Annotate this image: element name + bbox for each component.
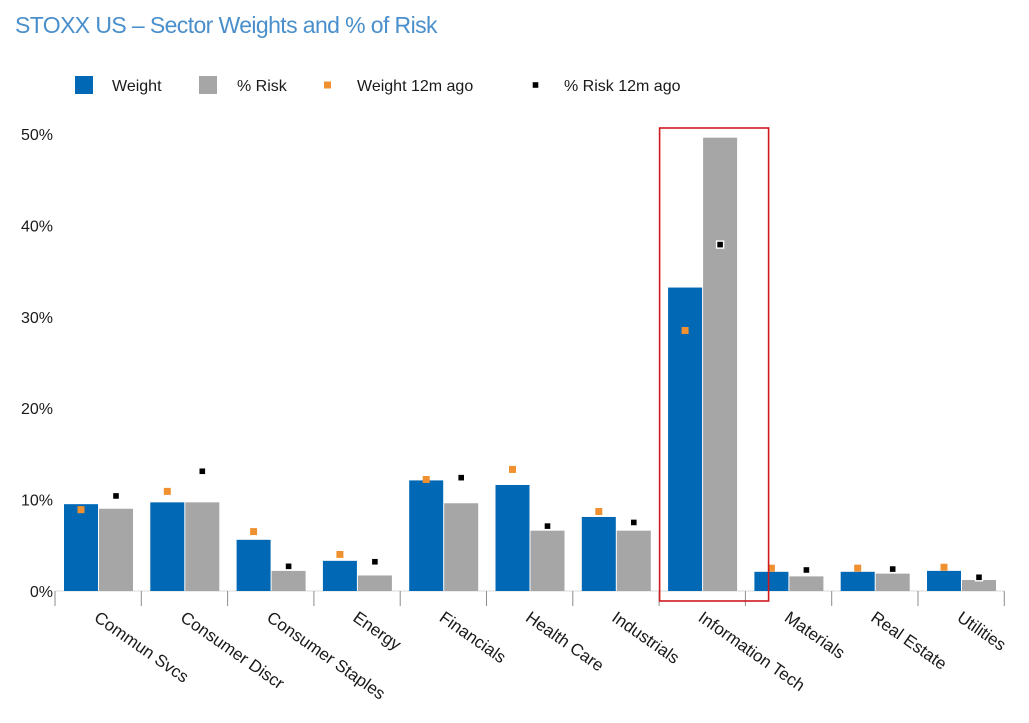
marker-weight-12m-ago-utilities xyxy=(940,563,948,571)
highlight-layer xyxy=(658,127,770,602)
category-label-financials: Financials xyxy=(436,608,510,667)
bar-risk-information-tech xyxy=(703,137,738,591)
marker-risk-12m-ago-materials xyxy=(802,565,811,575)
marker-weight-12m-ago-energy xyxy=(336,550,344,558)
legend-label-weight: Weight xyxy=(112,78,162,95)
marker-risk-12m-ago-information-tech xyxy=(715,240,725,249)
category-label-industrials: Industrials xyxy=(609,608,683,668)
bar-risk-industrials xyxy=(616,530,651,591)
marker-weight-12m-ago-consumer-discr xyxy=(163,487,171,495)
bar-weight-industrials xyxy=(581,516,616,591)
marker-risk-12m-ago-industrials xyxy=(629,518,638,527)
y-tick-label: 10% xyxy=(21,493,53,510)
bar-weight-financials xyxy=(409,480,444,591)
bar-risk-energy xyxy=(357,575,392,591)
bar-weight-health-care xyxy=(495,484,530,591)
marker-weight-12m-ago-industrials xyxy=(595,507,603,515)
marker-weight-12m-ago-health-care xyxy=(509,465,516,473)
marker-weight-12m-ago-consumer-staples xyxy=(250,528,258,536)
marker-weight-12m-ago-information-tech xyxy=(681,327,689,335)
bar-risk-financials xyxy=(444,503,479,591)
category-label-health-care: Health Care xyxy=(522,608,607,676)
chart-title: STOXX US – Sector Weights and % of Risk xyxy=(15,12,437,38)
legend-label-weight-12m-ago: Weight 12m ago xyxy=(357,78,473,95)
markers xyxy=(77,240,984,582)
category-label-energy: Energy xyxy=(350,608,405,655)
legend-swatch-weight xyxy=(75,76,93,94)
y-tick-label: 30% xyxy=(21,310,53,327)
category-label-utilities: Utilities xyxy=(954,608,1010,655)
legend-label-risk: % Risk xyxy=(237,78,288,95)
y-tick-label: 50% xyxy=(21,127,53,144)
bar-weight-real-estate xyxy=(840,571,875,591)
bar-risk-consumer-discr xyxy=(185,502,220,591)
bar-weight-information-tech xyxy=(668,287,703,591)
bar-weight-consumer-staples xyxy=(236,539,271,591)
highlight-box xyxy=(658,127,770,602)
marker-risk-12m-ago-consumer-staples xyxy=(284,562,293,571)
legend: Weight % Risk Weight 12m ago % Risk 12m ago xyxy=(75,76,681,95)
marker-risk-12m-ago-health-care xyxy=(543,521,552,531)
bar-risk-commun-svcs xyxy=(99,508,133,591)
bar-weight-utilities xyxy=(927,570,961,591)
bar-weight-consumer-discr xyxy=(150,502,185,591)
marker-weight-12m-ago-real-estate xyxy=(854,564,862,572)
category-label-commun-svcs: Commun Svcs xyxy=(91,608,192,687)
marker-risk-12m-ago-commun-svcs xyxy=(111,491,121,501)
marker-risk-12m-ago-financials xyxy=(457,473,466,482)
y-tick-label: 40% xyxy=(21,218,53,235)
bar-risk-utilities xyxy=(962,580,996,591)
y-tick-label: 20% xyxy=(21,401,53,418)
bar-weight-commun-svcs xyxy=(64,504,98,591)
legend-label-risk-12m-ago: % Risk 12m ago xyxy=(564,78,681,95)
marker-weight-12m-ago-financials xyxy=(422,475,430,483)
marker-risk-12m-ago-energy xyxy=(370,557,380,566)
category-label-real-estate: Real Estate xyxy=(867,608,950,674)
bar-risk-materials xyxy=(789,576,824,591)
marker-weight-12m-ago-materials xyxy=(767,564,775,572)
marker-risk-12m-ago-utilities xyxy=(974,573,984,582)
bar-weight-energy xyxy=(322,560,357,591)
marker-risk-12m-ago-consumer-discr xyxy=(198,467,207,476)
y-axis: 0% 10% 20% 30% 40% 50% xyxy=(21,127,53,601)
bar-risk-health-care xyxy=(530,530,565,591)
category-label-materials: Materials xyxy=(781,608,848,663)
bar-risk-consumer-staples xyxy=(271,570,306,591)
legend-swatch-weight-12m-ago xyxy=(324,81,331,89)
bar-risk-real-estate xyxy=(875,573,910,591)
bar-weight-materials xyxy=(754,571,789,591)
marker-risk-12m-ago-real-estate xyxy=(888,564,897,574)
marker-weight-12m-ago-commun-svcs xyxy=(77,506,85,514)
bars xyxy=(64,137,996,591)
y-tick-label: 0% xyxy=(30,584,53,601)
legend-swatch-risk xyxy=(199,76,217,94)
legend-swatch-risk-12m-ago xyxy=(531,80,540,90)
